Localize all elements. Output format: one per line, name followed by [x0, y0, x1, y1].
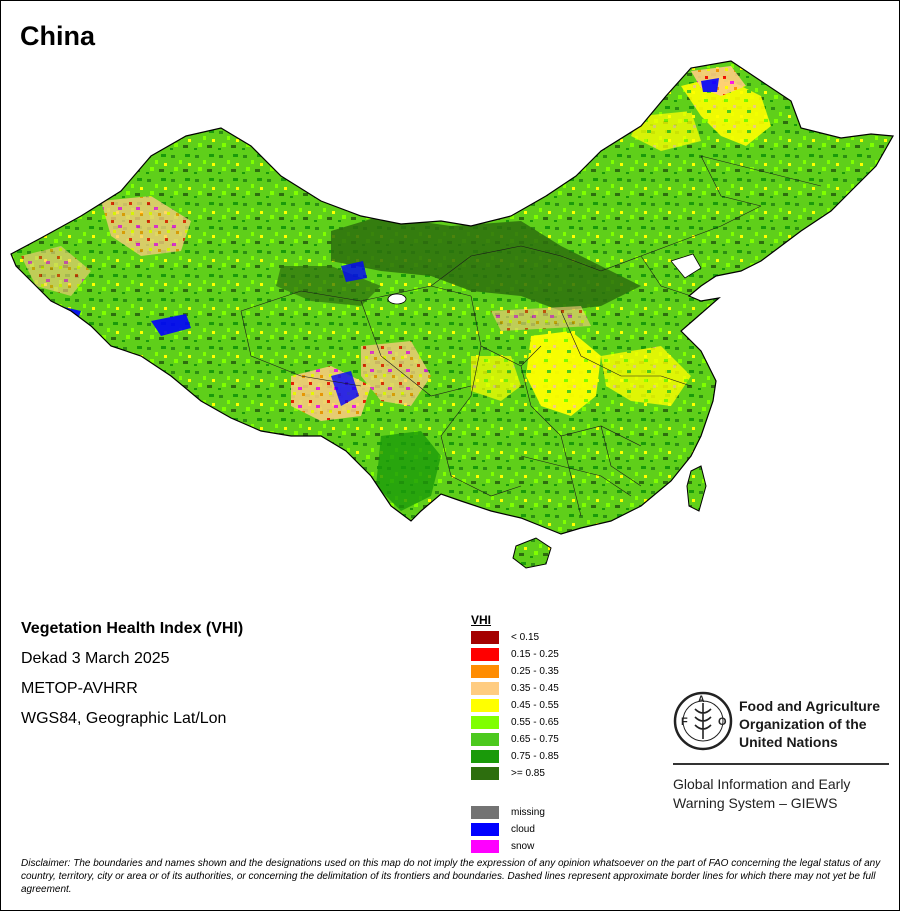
vhi-raster — [11, 61, 893, 534]
sensor-label: METOP-AVHRR — [21, 680, 138, 697]
legend-swatch — [471, 665, 499, 678]
giews-line2: Warning System – GIEWS — [673, 795, 838, 811]
legend-swatch — [471, 716, 499, 729]
legend-label: 0.45 - 0.55 — [511, 700, 559, 711]
fao-logo-letter-a: A — [698, 694, 705, 704]
giews-line1: Global Information and Early — [673, 776, 851, 792]
vhi-legend: VHI < 0.15 0.15 - 0.25 0.25 - 0.35 0.35 - 0… — [469, 613, 559, 853]
giews-label: Global Information and Early Warning Sys… — [673, 775, 889, 813]
legend-swatch — [471, 750, 499, 763]
disclaimer: Disclaimer: The boundaries and names sho… — [21, 858, 881, 895]
legend-swatch — [471, 733, 499, 746]
legend-swatch — [471, 648, 499, 661]
period-label: Dekad 3 March 2025 — [21, 650, 170, 667]
legend-swatch — [471, 682, 499, 695]
legend-title: VHI — [471, 613, 492, 627]
legend-label: 0.35 - 0.45 — [511, 683, 559, 694]
legend-swatch — [471, 631, 499, 644]
legend-label: 0.65 - 0.75 — [511, 734, 559, 745]
legend-swatch — [471, 699, 499, 712]
province-borders — [240, 155, 822, 517]
legend-label: cloud — [511, 824, 535, 835]
fao-logo-icon: F A O — [673, 691, 733, 751]
vhi-map-canvas — [10, 60, 894, 569]
fao-divider — [673, 763, 889, 765]
fao-logo-letter-f: F — [681, 716, 688, 728]
index-title: Vegetation Health Index (VHI) — [21, 620, 244, 637]
legend-label: missing — [511, 807, 545, 818]
projection-label: WGS84, Geographic Lat/Lon — [21, 710, 227, 727]
legend-swatch — [471, 806, 499, 819]
legend-swatch — [471, 840, 499, 853]
fao-logo-letter-o: O — [718, 716, 727, 728]
legend-label: 0.25 - 0.35 — [511, 666, 559, 677]
fao-name-line3: United Nations — [739, 734, 838, 750]
vhi-map — [1, 56, 900, 586]
legend-label: 0.75 - 0.85 — [511, 751, 559, 762]
legend-label: < 0.15 — [511, 632, 540, 643]
fao-name: Food and Agriculture Organization of the… — [739, 697, 880, 751]
legend-label: snow — [511, 841, 535, 852]
legend-swatch — [471, 823, 499, 836]
legend-label: 0.55 - 0.65 — [511, 717, 559, 728]
legend-swatch — [471, 767, 499, 780]
country-title: China — [20, 21, 96, 51]
legend-label: 0.15 - 0.25 — [511, 649, 559, 660]
map-info: Vegetation Health Index (VHI) Dekad 3 Ma… — [21, 619, 243, 739]
fao-name-line1: Food and Agriculture — [739, 698, 881, 714]
legend-label: >= 0.85 — [511, 768, 545, 779]
fao-name-line2: Organization of the — [739, 716, 867, 732]
